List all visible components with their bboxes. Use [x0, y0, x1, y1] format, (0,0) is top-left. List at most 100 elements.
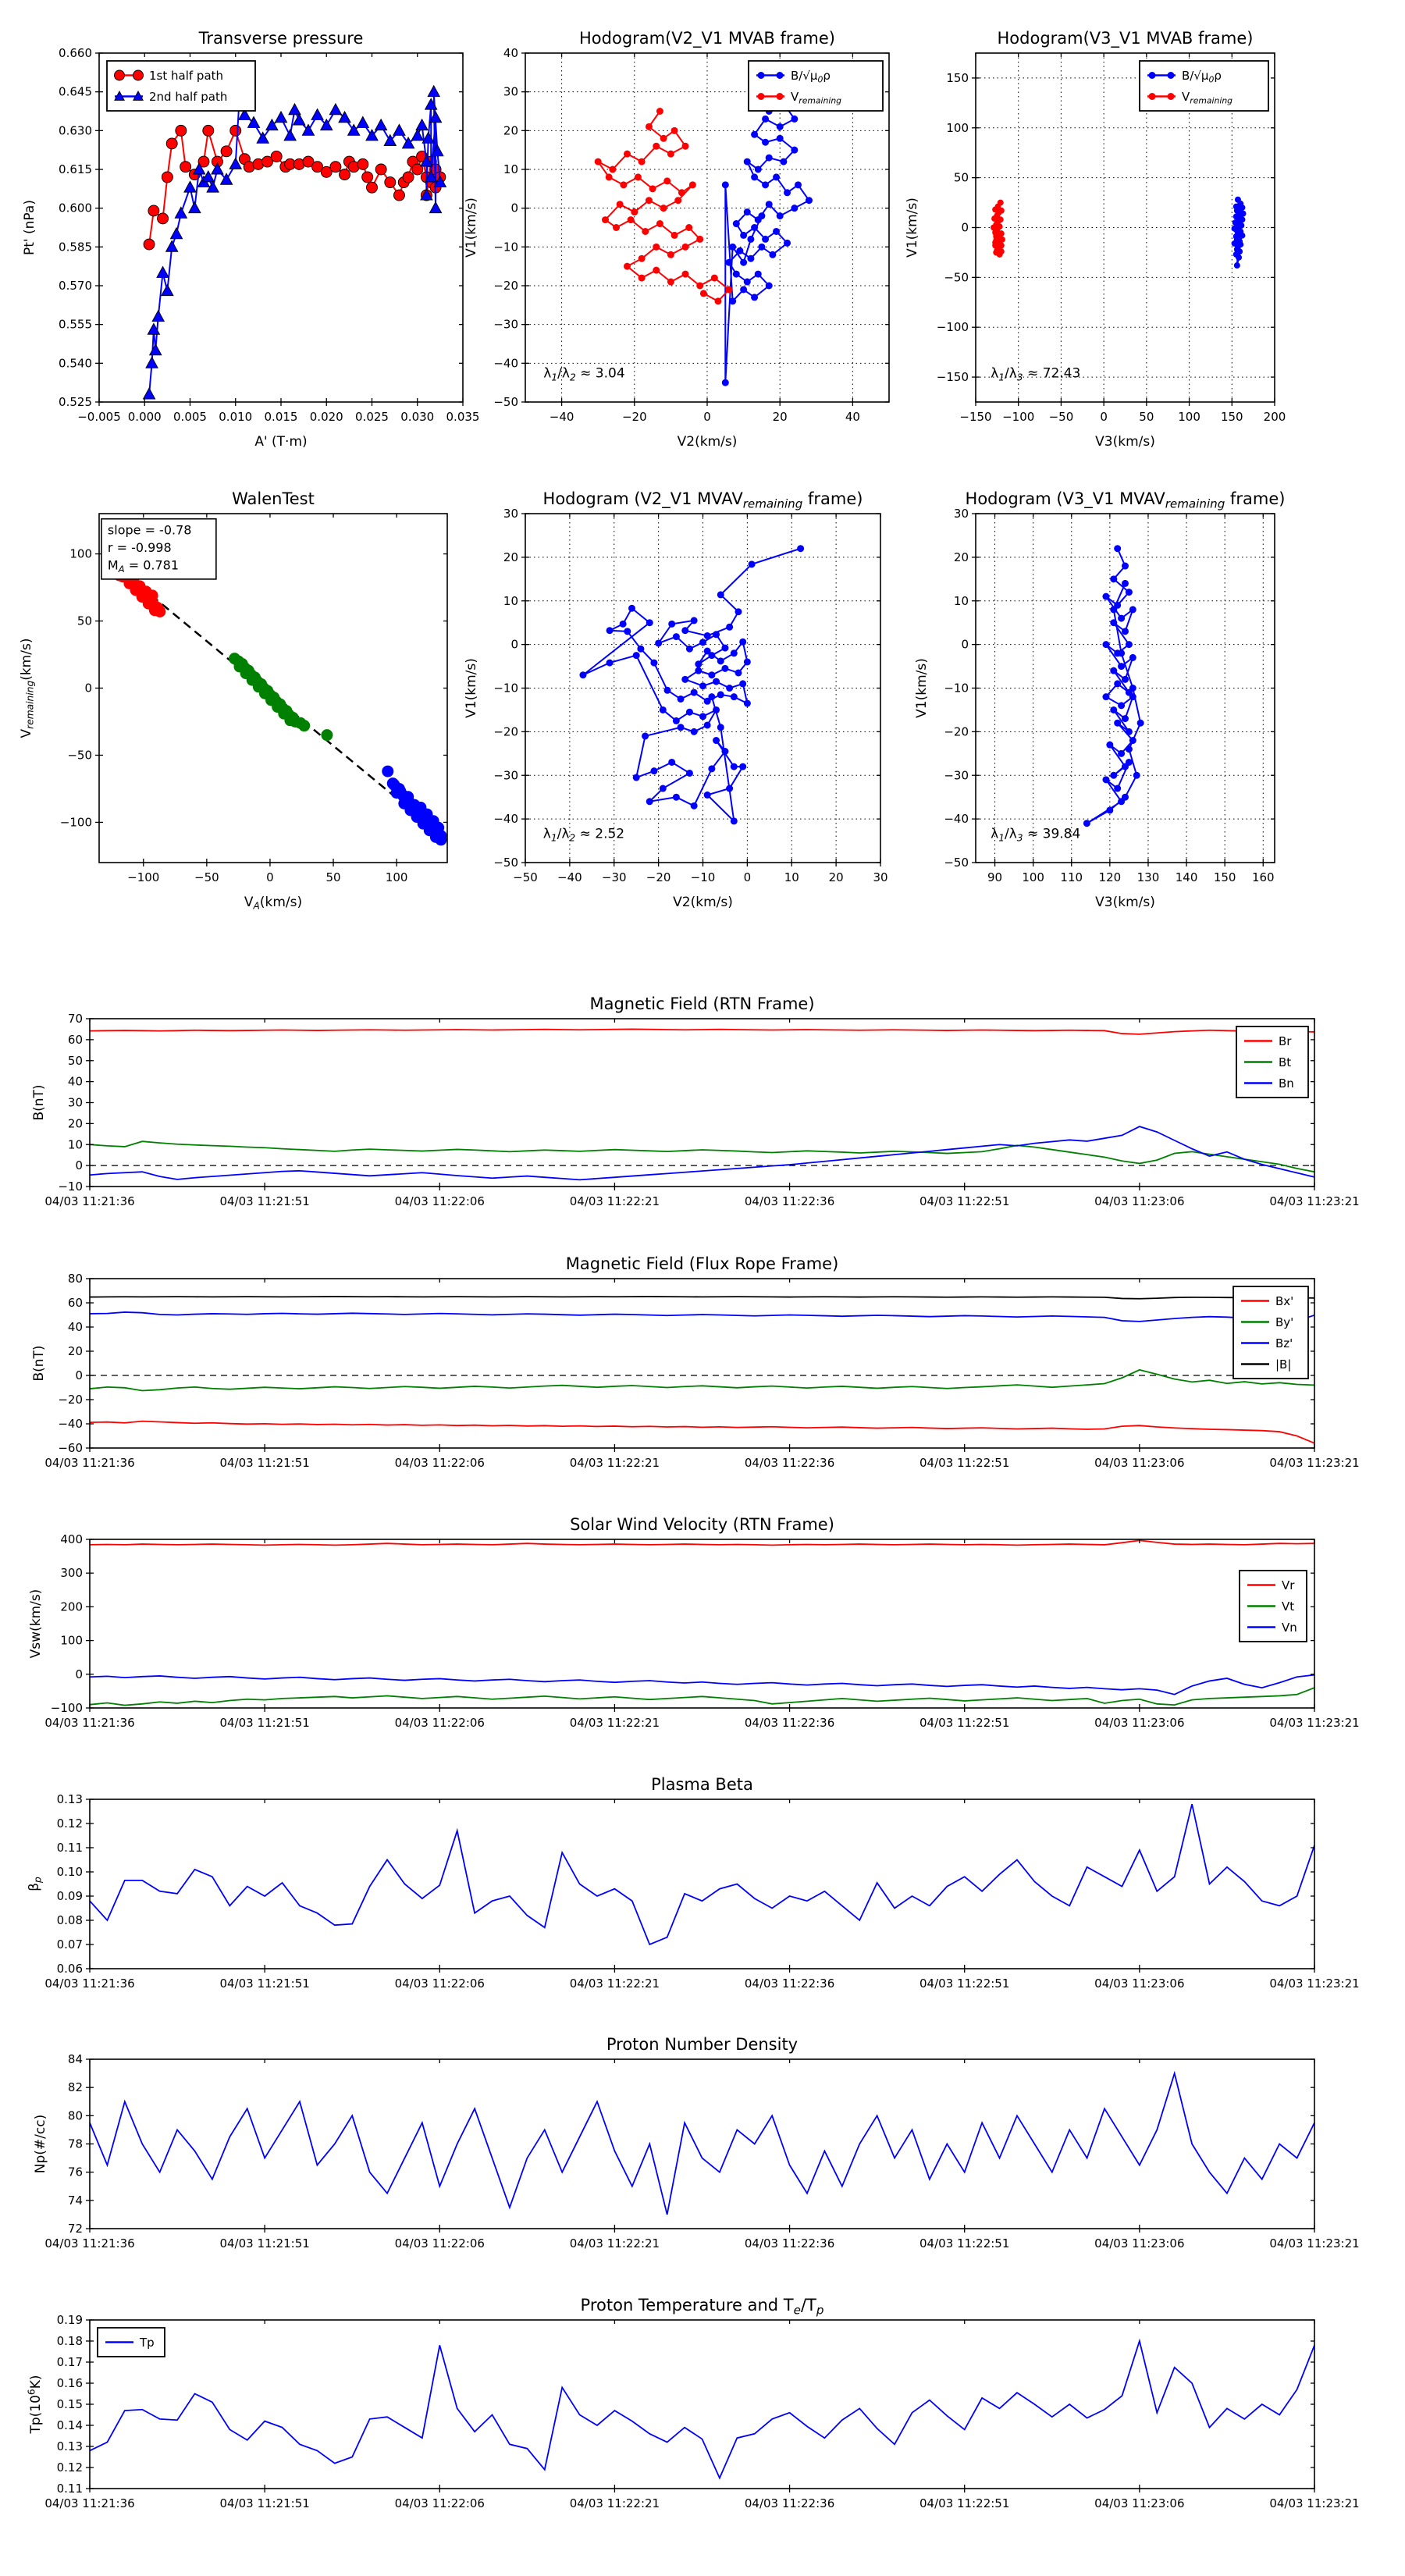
svg-text:λ1/λ3 ≈ 72.43: λ1/λ3 ≈ 72.43: [991, 366, 1080, 383]
svg-text:−20: −20: [944, 724, 969, 738]
svg-text:−100: −100: [127, 870, 159, 884]
svg-text:1st half path: 1st half path: [149, 69, 223, 83]
chart-hodogram-v2v1-mvab: −40 −20 0 20 40 40 30 20 10 0 −10 −20 −30 −40 −50 Hodog…: [464, 29, 890, 450]
svg-text:04/03 11:22:36: 04/03 11:22:36: [745, 1976, 834, 1991]
svg-text:04/03 11:23:21: 04/03 11:23:21: [1269, 2236, 1359, 2250]
svg-text:04/03 11:21:36: 04/03 11:21:36: [44, 1456, 134, 1470]
svg-text:78: 78: [68, 2137, 83, 2151]
svg-text:70: 70: [68, 1012, 83, 1026]
svg-text:0: 0: [744, 870, 752, 884]
svg-text:−20: −20: [493, 279, 518, 293]
svg-text:04/03 11:22:51: 04/03 11:22:51: [919, 2236, 1009, 2250]
svg-text:0.030: 0.030: [400, 410, 434, 424]
svg-text:0: 0: [510, 201, 518, 215]
svg-text:−40: −40: [557, 870, 582, 884]
svg-text:Vt: Vt: [1282, 1599, 1294, 1614]
svg-text:20: 20: [829, 870, 844, 884]
svg-text:Vremaining(km/s): Vremaining(km/s): [19, 639, 36, 738]
svg-text:Magnetic Field (Flux Rope Fram: Magnetic Field (Flux Rope Frame): [566, 1254, 839, 1273]
svg-text:−20: −20: [646, 870, 671, 884]
svg-text:MA = 0.781: MA = 0.781: [108, 558, 179, 575]
svg-text:80: 80: [68, 2108, 83, 2122]
svg-text:0.13: 0.13: [57, 1792, 83, 1806]
svg-text:−20: −20: [493, 724, 518, 738]
svg-text:0.12: 0.12: [57, 1816, 83, 1831]
svg-text:04/03 11:23:06: 04/03 11:23:06: [1094, 2496, 1184, 2510]
svg-text:Vsw(km/s): Vsw(km/s): [28, 1589, 44, 1659]
svg-text:0: 0: [1100, 410, 1108, 424]
svg-text:λ1/λ2 ≈ 2.52: λ1/λ2 ≈ 2.52: [543, 827, 624, 844]
svg-text:0.020: 0.020: [310, 410, 343, 424]
svg-text:120: 120: [1099, 870, 1122, 884]
svg-text:0.010: 0.010: [219, 410, 252, 424]
svg-text:40: 40: [68, 1320, 83, 1334]
svg-text:20: 20: [503, 550, 518, 564]
svg-text:−30: −30: [944, 768, 969, 782]
svg-text:0.07: 0.07: [57, 1937, 83, 1952]
svg-text:−50: −50: [944, 270, 969, 284]
svg-text:74: 74: [68, 2194, 83, 2208]
svg-text:Plasma Beta: Plasma Beta: [651, 1775, 753, 1794]
svg-text:100: 100: [946, 121, 969, 135]
svg-text:0.000: 0.000: [128, 410, 162, 424]
svg-text:V3(km/s): V3(km/s): [1095, 434, 1155, 450]
svg-text:−50: −50: [944, 856, 969, 870]
svg-text:−20: −20: [58, 1393, 83, 1407]
svg-text:−50: −50: [194, 870, 219, 884]
svg-text:0: 0: [961, 638, 969, 652]
svg-text:04/03 11:22:51: 04/03 11:22:51: [919, 1976, 1009, 1991]
svg-text:0.16: 0.16: [57, 2376, 83, 2390]
svg-text:−10: −10: [691, 870, 716, 884]
svg-text:0.570: 0.570: [59, 279, 92, 293]
svg-text:λ1/λ3 ≈ 39.84: λ1/λ3 ≈ 39.84: [991, 827, 1080, 844]
svg-text:|B|: |B|: [1275, 1357, 1291, 1372]
svg-text:04/03 11:21:51: 04/03 11:21:51: [219, 2236, 309, 2250]
svg-text:Vremaining: Vremaining: [791, 90, 841, 105]
svg-text:−40: −40: [58, 1417, 83, 1431]
chart-transverse-pressure: −0.005 0.000 0.005 0.010 0.015 0.020 0.025 0.03…: [22, 29, 479, 450]
svg-text:−30: −30: [493, 318, 518, 332]
svg-text:−30: −30: [493, 768, 518, 782]
svg-text:B/√μ0ρ: B/√μ0ρ: [1182, 69, 1222, 84]
svg-text:V1(km/s): V1(km/s): [464, 658, 479, 718]
svg-text:Bz': Bz': [1275, 1336, 1293, 1350]
svg-text:76: 76: [68, 2165, 83, 2179]
chart-proton-density: 04/03 11:21:36 04/03 11:21:51 04/03 11:22:…: [33, 2035, 1360, 2250]
svg-text:0.12: 0.12: [57, 2460, 83, 2475]
svg-text:04/03 11:22:21: 04/03 11:22:21: [570, 1456, 660, 1470]
svg-text:140: 140: [1176, 870, 1198, 884]
svg-text:0.555: 0.555: [59, 318, 92, 332]
svg-text:04/03 11:21:51: 04/03 11:21:51: [219, 2496, 309, 2510]
svg-text:Vn: Vn: [1282, 1621, 1297, 1635]
svg-text:−50: −50: [513, 870, 538, 884]
svg-text:0.525: 0.525: [59, 395, 92, 409]
svg-text:V1(km/s): V1(km/s): [464, 197, 479, 258]
svg-text:0.025: 0.025: [355, 410, 389, 424]
svg-text:04/03 11:21:51: 04/03 11:21:51: [219, 1194, 309, 1208]
svg-text:−20: −20: [622, 410, 647, 424]
svg-text:−100: −100: [51, 1701, 83, 1715]
svg-text:0.15: 0.15: [57, 2397, 83, 2411]
svg-text:04/03 11:22:21: 04/03 11:22:21: [570, 1194, 660, 1208]
svg-text:80: 80: [68, 1272, 83, 1286]
svg-text:Bn: Bn: [1279, 1076, 1294, 1091]
svg-text:0.10: 0.10: [57, 1865, 83, 1879]
svg-text:10: 10: [784, 870, 799, 884]
svg-text:0.630: 0.630: [59, 123, 92, 137]
svg-text:50: 50: [1139, 410, 1154, 424]
svg-text:Hodogram(V2_V1 MVAB frame): Hodogram(V2_V1 MVAB frame): [579, 29, 835, 48]
svg-text:04/03 11:21:36: 04/03 11:21:36: [44, 2236, 134, 2250]
svg-text:04/03 11:22:51: 04/03 11:22:51: [919, 2496, 1009, 2510]
svg-text:−150: −150: [937, 370, 969, 384]
svg-text:0.660: 0.660: [59, 46, 92, 60]
svg-text:04/03 11:21:36: 04/03 11:21:36: [44, 1716, 134, 1730]
svg-text:−0.005: −0.005: [77, 410, 121, 424]
svg-text:82: 82: [68, 2080, 83, 2094]
svg-text:20: 20: [68, 1344, 83, 1358]
svg-text:V1(km/s): V1(km/s): [905, 197, 920, 258]
svg-text:−50: −50: [67, 748, 92, 762]
svg-text:−10: −10: [944, 681, 969, 696]
svg-text:04/03 11:21:36: 04/03 11:21:36: [44, 1976, 134, 1991]
svg-text:Hodogram (V3_V1 MVAVremaining: Hodogram (V3_V1 MVAVremaining frame): [966, 489, 1286, 511]
svg-text:30: 30: [503, 85, 518, 99]
